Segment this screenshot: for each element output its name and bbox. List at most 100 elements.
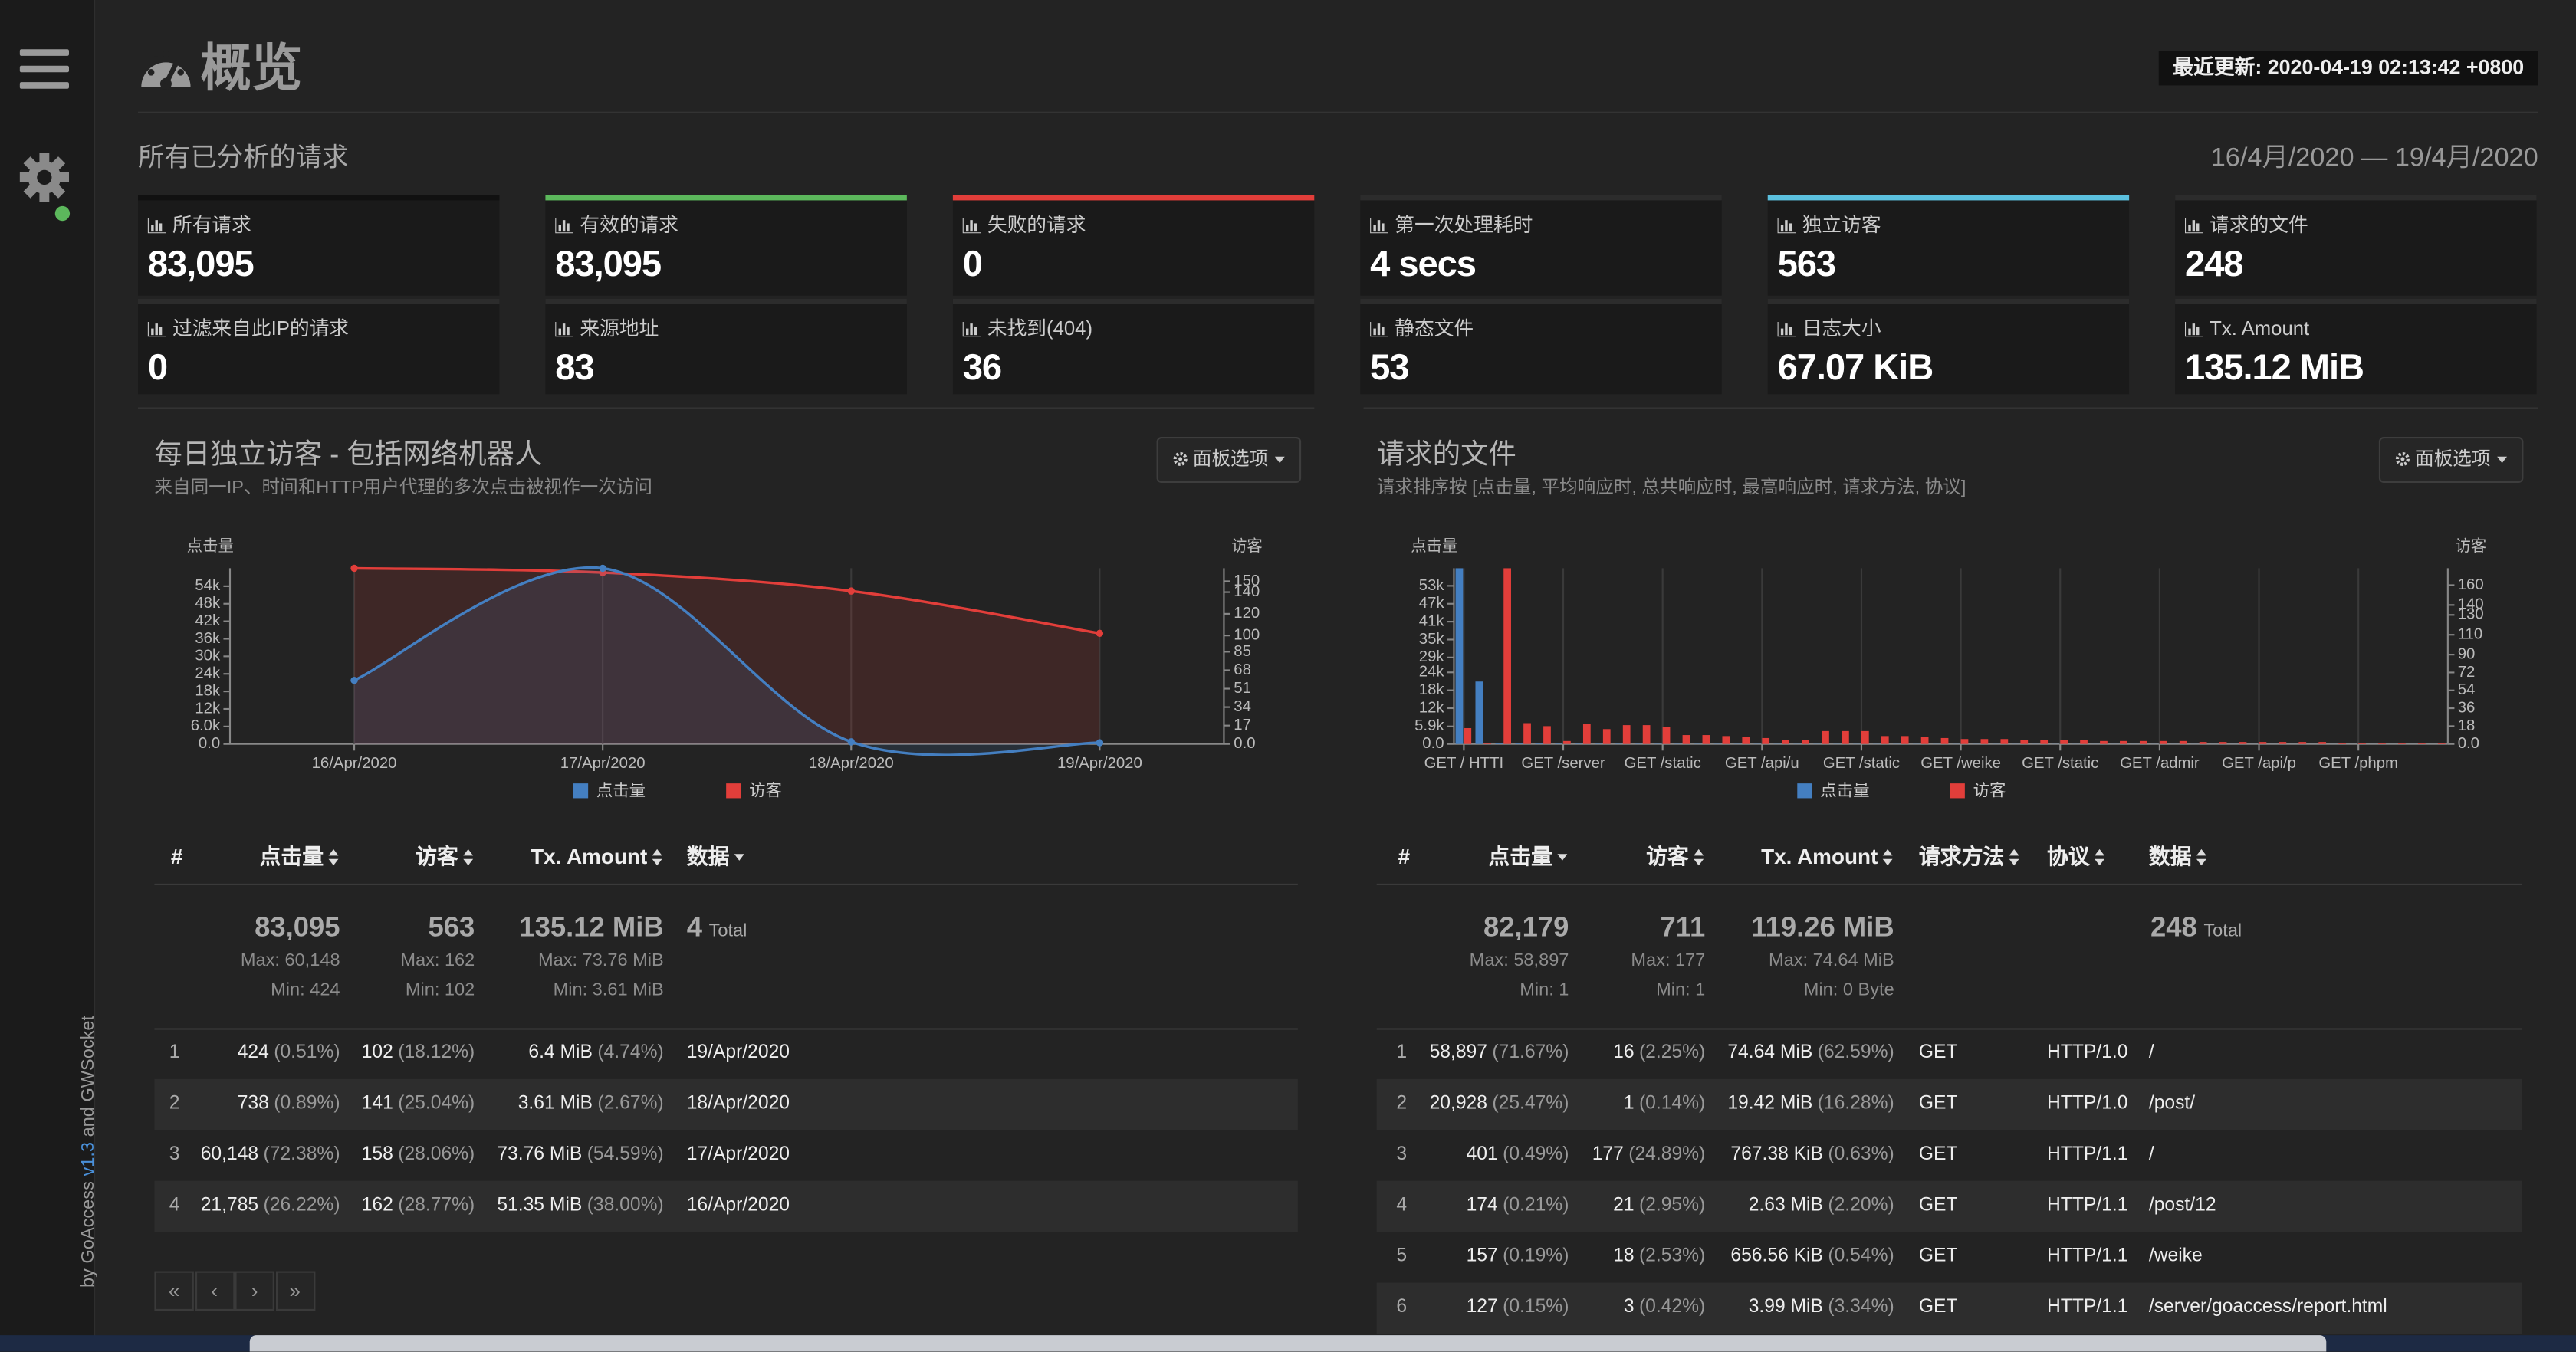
tick-label: 150	[1234, 573, 1260, 589]
settings-button[interactable]	[19, 151, 73, 223]
table-cell: HTTP/1.1	[2047, 1194, 2128, 1215]
column-header[interactable]: 点击量	[1488, 842, 1569, 869]
table-cell: 21,785 (26.22%)	[201, 1193, 340, 1218]
table-cell: GET	[1918, 1144, 1958, 1164]
bar	[2239, 742, 2247, 744]
column-header[interactable]: 协议	[2047, 842, 2106, 869]
summary-total-value: 248	[2150, 911, 2197, 943]
x-tick-label: 16/Apr/2020	[312, 755, 397, 772]
metric-label: 有效的请求	[554, 212, 678, 238]
row-number: 4	[169, 1194, 180, 1215]
column-header-label: Tx. Amount	[531, 843, 648, 868]
metric-value: 4 secs	[1370, 242, 1477, 284]
cell-percent: (0.51%)	[274, 1042, 340, 1062]
legend-swatch	[573, 783, 589, 799]
last-updated: 最近更新: 2020-04-19 02:13:42 +0800	[2158, 51, 2538, 86]
cell-value: 141	[361, 1093, 393, 1113]
column-header[interactable]: 请求方法	[1919, 842, 2021, 869]
table-cell: 141 (25.04%)	[362, 1091, 475, 1116]
tick-label: 30k	[195, 648, 221, 665]
menu-button[interactable]	[19, 48, 69, 90]
sidebar	[0, 0, 96, 1352]
bar	[1515, 743, 1523, 744]
bar	[1475, 681, 1484, 744]
bar	[1861, 730, 1869, 744]
table-cell: 19.42 MiB (16.28%)	[1727, 1091, 1894, 1116]
tick-label: 53k	[1419, 577, 1445, 594]
table-cell: 19/Apr/2020	[686, 1042, 790, 1062]
table-cell: GET	[1918, 1093, 1958, 1113]
cell-percent: (0.63%)	[1828, 1144, 1894, 1164]
tick-label: 68	[1234, 661, 1251, 678]
area	[354, 568, 1100, 744]
bar	[1495, 743, 1503, 744]
point	[847, 587, 855, 595]
column-header[interactable]: 数据	[2149, 842, 2208, 869]
legend-swatch	[1950, 783, 1965, 799]
table-cell: 60,148 (72.38%)	[201, 1142, 340, 1167]
cell-value: 1	[1623, 1093, 1635, 1113]
tick-label: 12k	[1419, 699, 1445, 716]
table-cell: /weike	[2148, 1245, 2203, 1266]
cell-percent: (2.25%)	[1638, 1042, 1706, 1062]
row-stripe	[154, 1078, 1298, 1130]
row-stripe	[1376, 1180, 2522, 1232]
row-number: 1	[1396, 1042, 1408, 1062]
table-cell: /server/goaccess/report.html	[2148, 1296, 2387, 1317]
cell-value: 424	[237, 1042, 269, 1062]
cell-value: 60,148	[200, 1144, 259, 1164]
column-header[interactable]: 数据	[687, 842, 746, 869]
bar	[1464, 727, 1472, 744]
bar	[1901, 736, 1909, 744]
tick-label: 0.0	[1422, 735, 1444, 752]
summary-max: Max: 58,897	[1469, 950, 1569, 971]
panel-options-button[interactable]: 面板选项	[1156, 437, 1302, 483]
column-header-label: 点击量	[1488, 843, 1552, 868]
sort-icon	[2009, 848, 2021, 866]
cell-value: 656.56 KiB	[1730, 1245, 1823, 1266]
cell-percent: (0.15%)	[1503, 1296, 1569, 1317]
sort-icon	[1557, 849, 1569, 865]
bar	[1980, 739, 1989, 744]
panel-options-button[interactable]: 面板选项	[2378, 437, 2524, 483]
x-tick-label: GET /static	[1823, 755, 1900, 772]
column-header[interactable]: Tx. Amount	[531, 842, 664, 869]
cell-value: 20,928	[1429, 1093, 1487, 1113]
bar	[2199, 742, 2207, 744]
x-tick-label: GET /api/u	[1725, 755, 1799, 772]
sort-icon	[734, 849, 746, 865]
table-cell: 102 (18.12%)	[362, 1041, 475, 1065]
legend-swatch	[726, 783, 741, 799]
pagination-button[interactable]: ›	[235, 1271, 274, 1311]
table-cell: 3 (0.42%)	[1624, 1295, 1705, 1320]
summary-max: Max: 74.64 MiB	[1768, 950, 1894, 971]
row-number: 6	[1396, 1296, 1408, 1317]
point	[847, 738, 855, 746]
tick-label: 47k	[1419, 595, 1445, 612]
cell-percent: (25.04%)	[398, 1093, 475, 1113]
bar	[1602, 729, 1611, 744]
metric-label-text: 第一次处理耗时	[1395, 213, 1533, 237]
column-header[interactable]: Tx. Amount	[1761, 842, 1894, 869]
x-tick-label: GET /admir	[2120, 755, 2200, 772]
bar	[2139, 740, 2147, 744]
bar	[1582, 724, 1591, 744]
column-header[interactable]: 访客	[416, 842, 475, 869]
column-header[interactable]: 访客	[1646, 842, 1705, 869]
pagination-button[interactable]: »	[274, 1271, 315, 1311]
column-header[interactable]: 点击量	[260, 842, 340, 869]
summary-unit: Total	[708, 921, 748, 941]
pagination-button[interactable]: ‹	[194, 1271, 235, 1311]
metric-label: 过滤来自此IP的请求	[146, 315, 349, 341]
metric-card	[2175, 299, 2537, 395]
tick-label: 0.0	[1234, 735, 1255, 752]
metric-label-text: 请求的文件	[2210, 213, 2308, 237]
summary-min: Min: 1	[1520, 980, 1569, 1000]
pagination-button[interactable]: «	[154, 1271, 194, 1311]
column-header-label: 访客	[1646, 843, 1689, 868]
sort-icon	[2095, 848, 2106, 866]
bar	[2060, 740, 2068, 744]
table-cell: 74.64 MiB (62.59%)	[1727, 1041, 1894, 1065]
table-cell: 21 (2.95%)	[1613, 1193, 1705, 1218]
summary-total: 248 Total	[2150, 910, 2242, 949]
